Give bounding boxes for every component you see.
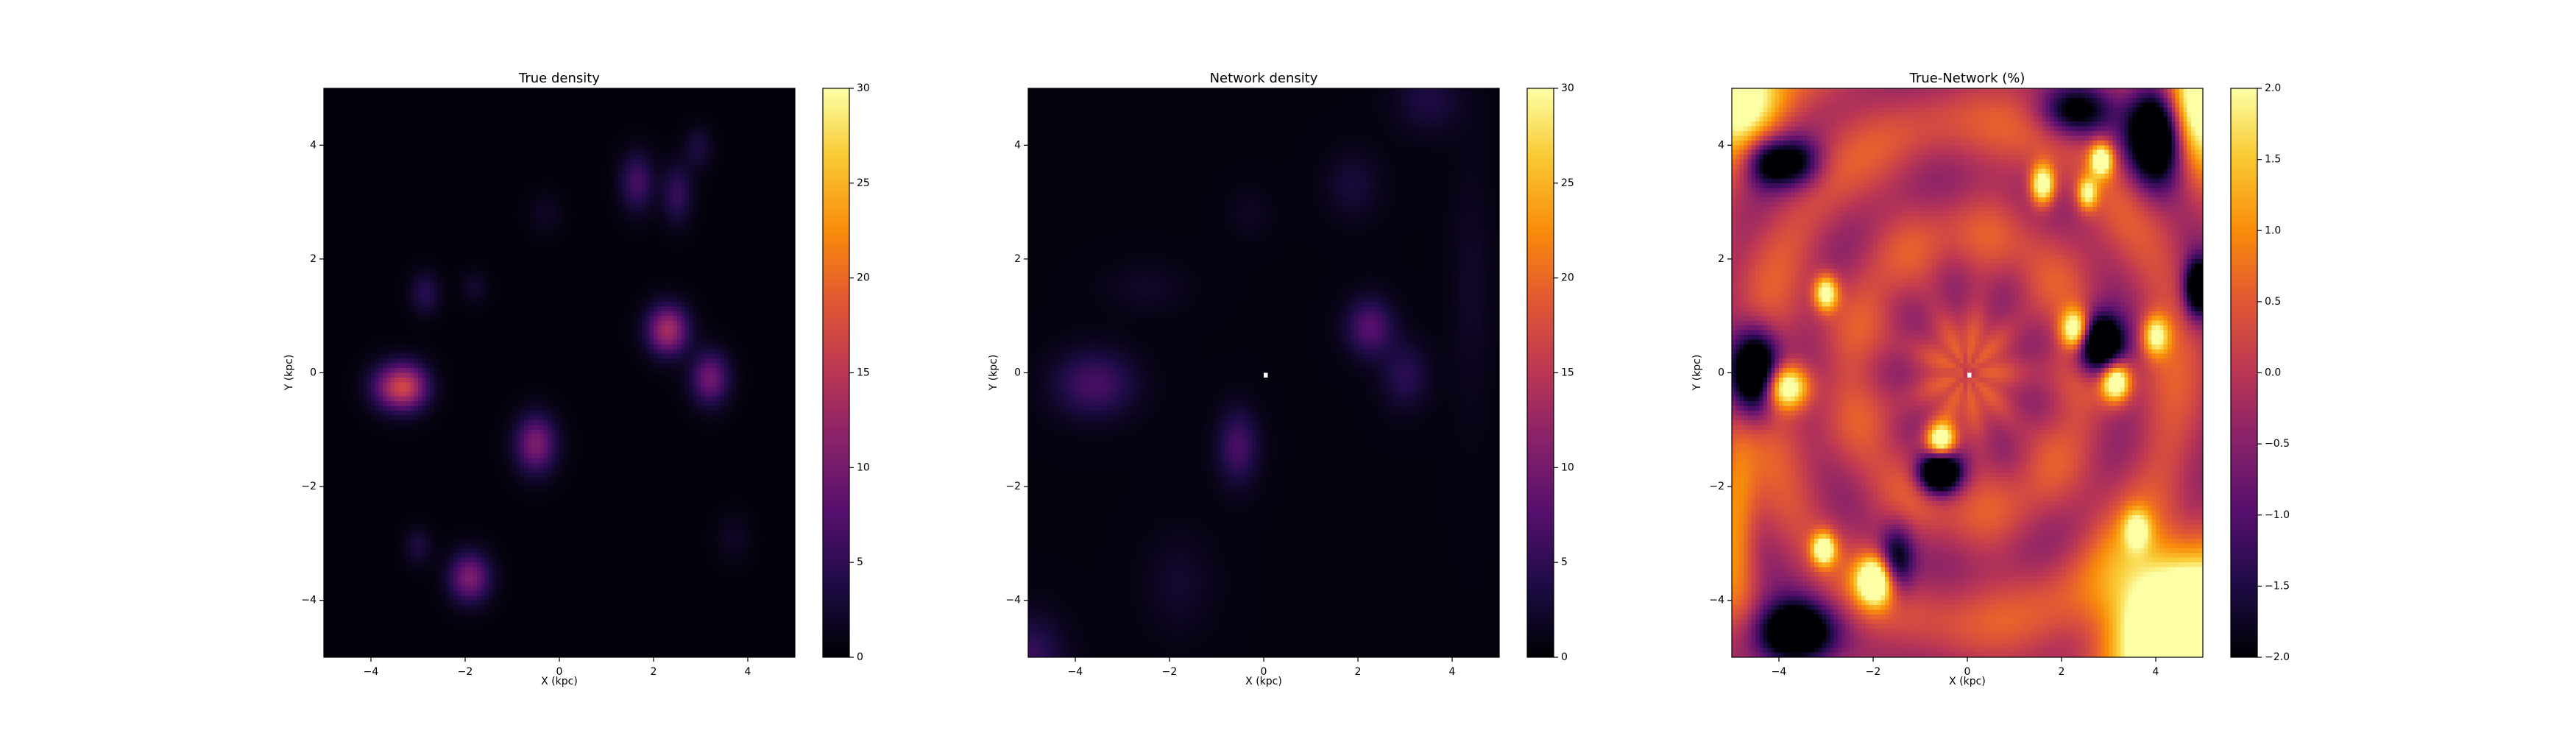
colorbar-tick-label: 20 [857,272,870,284]
heatmap-true-minus-network [1732,88,2203,657]
x-tick-label: 4 [745,666,751,678]
y-tick-label: 0 [1718,367,1724,379]
panel-3-xlabel: X (kpc) [1949,676,1986,687]
x-tick-label: 0 [556,666,563,678]
y-tick-label: −4 [1005,595,1021,606]
panel-network-density: Network density −4 −4 −2 −2 0 0 2 2 4 4 X (kpc) Y… [988,71,1574,687]
y-tick-label: 4 [1014,139,1021,151]
colorbar-tick-label: −0.5 [2265,438,2290,450]
panel-1-title: True density [518,71,600,86]
panel-1-xlabel: X (kpc) [541,676,578,687]
panel-true-density: True density −4 −4 −2 −2 0 0 2 2 4 4 X (kpc) Y (k… [283,71,870,687]
y-tick-label: 0 [1014,367,1021,379]
x-tick-label: 2 [651,666,657,678]
heatmap-1-host [324,88,795,657]
colorbar-true-density [823,88,849,657]
y-tick-label: −2 [1005,481,1021,492]
colorbar-tick-label: 0 [857,651,863,663]
y-tick-label: 2 [1718,253,1724,265]
x-tick-label: −2 [458,666,473,678]
colorbar-1-host [823,88,849,657]
x-tick-label: 0 [1261,666,1267,678]
y-tick-label: 2 [1014,253,1021,265]
colorbar-tick-label: −1.5 [2265,580,2290,592]
colorbar-tick-label: 10 [857,461,870,473]
x-tick-label: 2 [1355,666,1362,678]
colorbar-tick-label: 30 [857,82,870,94]
y-tick-label: 4 [1718,139,1724,151]
panel-2-xlabel: X (kpc) [1245,676,1282,687]
colorbar-tick-label: 30 [1561,82,1574,94]
colorbar-3-host [2231,88,2257,657]
colorbar-tick-label: 25 [1561,177,1574,189]
panel-1-ylabel: Y (kpc) [283,355,295,392]
colorbar-tick-label: 2.0 [2265,82,2281,94]
panel-3-title: True-Network (%) [1909,71,2025,86]
colorbar-tick-label: 5 [857,556,863,568]
panel-2-ylabel: Y (kpc) [988,355,999,392]
y-tick-label: 4 [310,139,316,151]
colorbar-tick-label: 10 [1561,461,1574,473]
y-tick-label: −4 [301,595,316,606]
x-tick-label: −4 [364,666,379,678]
colorbar-tick-label: 25 [857,177,870,189]
y-tick-label: −2 [1709,481,1724,492]
colorbar-tick-label: −1.0 [2265,509,2290,521]
panel-3-ylabel: Y (kpc) [1691,355,1703,392]
y-tick-label: 2 [310,253,316,265]
x-tick-label: −4 [1068,666,1083,678]
heatmap-2-host [1028,88,1499,657]
x-tick-label: −2 [1866,666,1881,678]
x-tick-label: 0 [1964,666,1971,678]
colorbar-tick-label: 0.5 [2265,296,2281,308]
y-tick-label: −4 [1709,595,1724,606]
colorbar-2-host [1527,88,1554,657]
y-tick-label: −2 [301,481,316,492]
x-tick-label: 2 [2059,666,2065,678]
colorbar-true-minus-network [2231,88,2257,657]
colorbar-tick-label: 1.5 [2265,154,2281,166]
colorbar-tick-label: 15 [1561,367,1574,379]
colorbar-tick-label: 0.0 [2265,367,2281,379]
heatmap-true-density [324,88,795,657]
colorbar-tick-label: 15 [857,367,870,379]
heatmap-network-density [1028,88,1499,657]
x-tick-label: 4 [1449,666,1456,678]
x-tick-label: −4 [1772,666,1787,678]
x-tick-label: 4 [2153,666,2159,678]
colorbar-tick-label: −2.0 [2265,651,2290,663]
colorbar-tick-label: 1.0 [2265,224,2281,236]
colorbar-tick-label: 5 [1561,556,1568,568]
colorbar-network-density [1527,88,1554,657]
colorbar-tick-label: 0 [1561,651,1568,663]
y-tick-label: 0 [310,367,316,379]
x-tick-label: −2 [1162,666,1178,678]
colorbar-tick-label: 20 [1561,272,1574,284]
panel-2-title: Network density [1210,71,1318,86]
heatmap-3-host [1732,88,2203,657]
